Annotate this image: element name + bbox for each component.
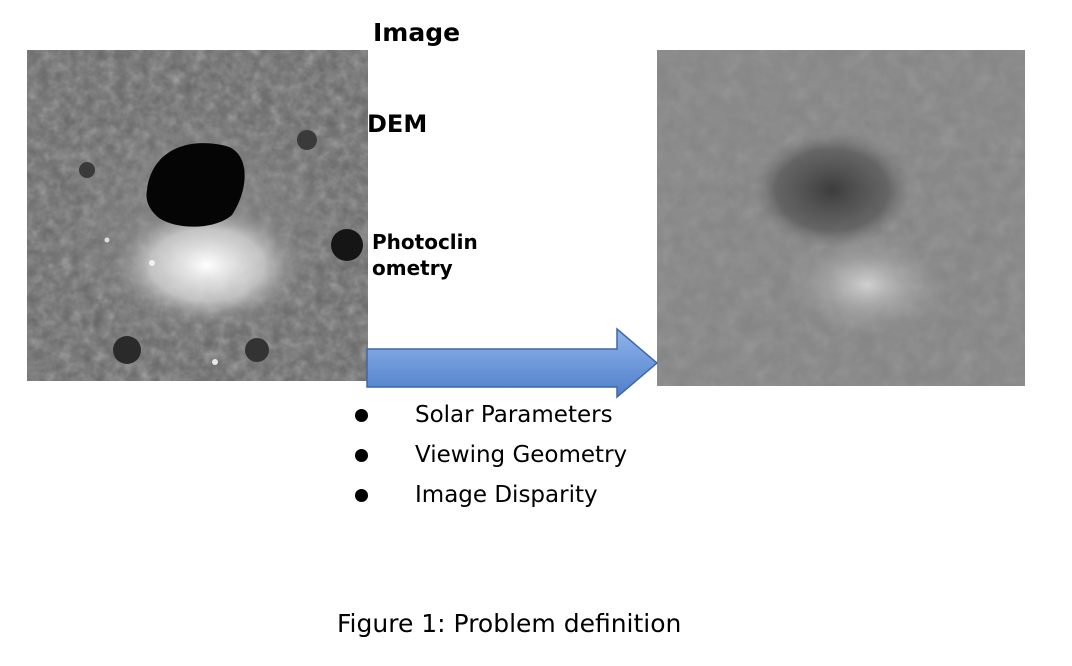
figure-caption: Figure 1: Problem definition [337, 609, 682, 638]
label-photoclinometry-line1: Photoclin [372, 230, 478, 254]
bullet-icon [355, 409, 368, 422]
list-item-label: Solar Parameters [415, 402, 613, 428]
list-item-label: Image Disparity [415, 482, 598, 508]
bullet-icon [355, 449, 368, 462]
list-item-label: Viewing Geometry [415, 442, 628, 468]
label-photoclinometry: Photoclin ometry [372, 229, 532, 281]
label-photoclinometry-line2: ometry [372, 256, 453, 280]
label-image: Image [373, 18, 461, 47]
right-arrow-icon [366, 327, 659, 399]
bullet-icon [355, 489, 368, 502]
output-crater-image [657, 50, 1025, 386]
label-dem: DEM [367, 110, 428, 138]
input-crater-image [27, 50, 368, 381]
